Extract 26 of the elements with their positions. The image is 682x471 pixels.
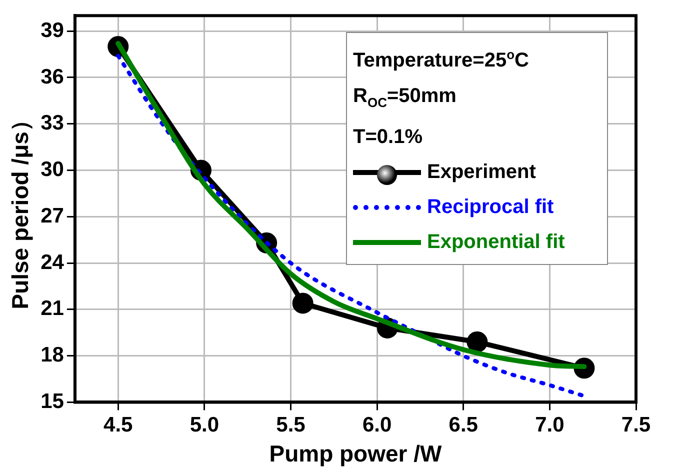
y-tick-label: 15 — [40, 390, 64, 413]
y-tick-label: 39 — [40, 18, 64, 42]
y-tick-label: 24 — [40, 250, 64, 274]
point — [292, 292, 314, 314]
y-tick-label: 21 — [40, 297, 64, 320]
y-tick-label: 36 — [40, 65, 64, 88]
annotation: Temperature=25$^{o}$C — [353, 46, 530, 74]
x-tick-label: 7.0 — [535, 414, 564, 437]
y-axis-title: Pulse period /μs） — [7, 108, 34, 310]
annotation: R$_{OC}$=50mm — [353, 84, 458, 112]
x-tick-label: 6.5 — [448, 414, 478, 437]
y-tick-label: 27 — [40, 204, 64, 228]
x-axis-title: Pump power /W — [269, 440, 442, 467]
y-tick-label: 30 — [40, 158, 64, 182]
legend-label: Exponential fit — [427, 230, 565, 255]
x-tick-label: 5.5 — [276, 414, 306, 437]
point — [466, 331, 488, 352]
legend-label: Reciprocal fit — [427, 194, 554, 220]
legend-label: Experiment — [427, 160, 536, 185]
x-tick-label: 5.0 — [190, 414, 220, 437]
x-tick-label: 6.0 — [362, 414, 392, 437]
x-tick-label: 7.5 — [621, 414, 651, 437]
x-tick-label: 4.5 — [104, 414, 134, 437]
y-tick-label: 33 — [40, 112, 64, 135]
annotation: T=0.1% — [353, 124, 424, 150]
y-tick-label: 18 — [40, 344, 64, 367]
